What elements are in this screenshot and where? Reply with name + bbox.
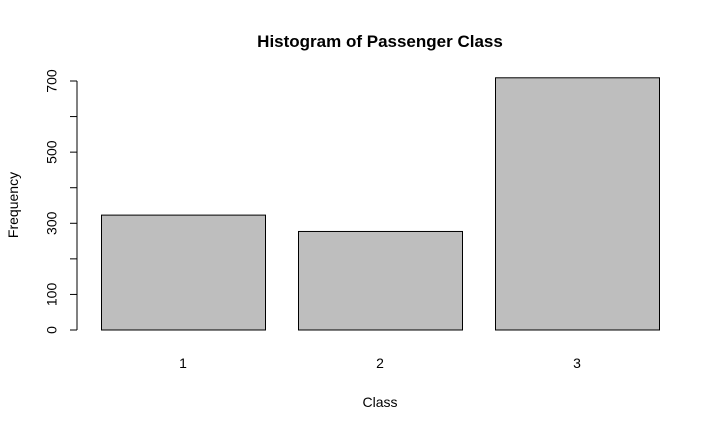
bar-class-2: [298, 230, 463, 331]
bars: [101, 77, 660, 331]
bar-class-3: [495, 77, 660, 331]
chart-title: Histogram of Passenger Class: [257, 32, 503, 51]
x-axis-label: Class: [362, 394, 397, 410]
y-tick-label: 0: [44, 326, 60, 334]
y-axis-label: Frequency: [5, 172, 21, 238]
x-tick-labels: 1 2 3: [179, 355, 581, 371]
y-axis: 0 100 300 500 700: [44, 69, 78, 334]
bar-class-1: [101, 214, 266, 331]
y-tick-label: 100: [44, 283, 60, 307]
x-tick-label: 1: [179, 355, 187, 371]
y-tick-label: 700: [44, 69, 60, 93]
x-tick-label: 2: [376, 355, 384, 371]
y-tick-label: 500: [44, 140, 60, 164]
x-tick-label: 3: [573, 355, 581, 371]
y-tick-label: 300: [44, 211, 60, 235]
